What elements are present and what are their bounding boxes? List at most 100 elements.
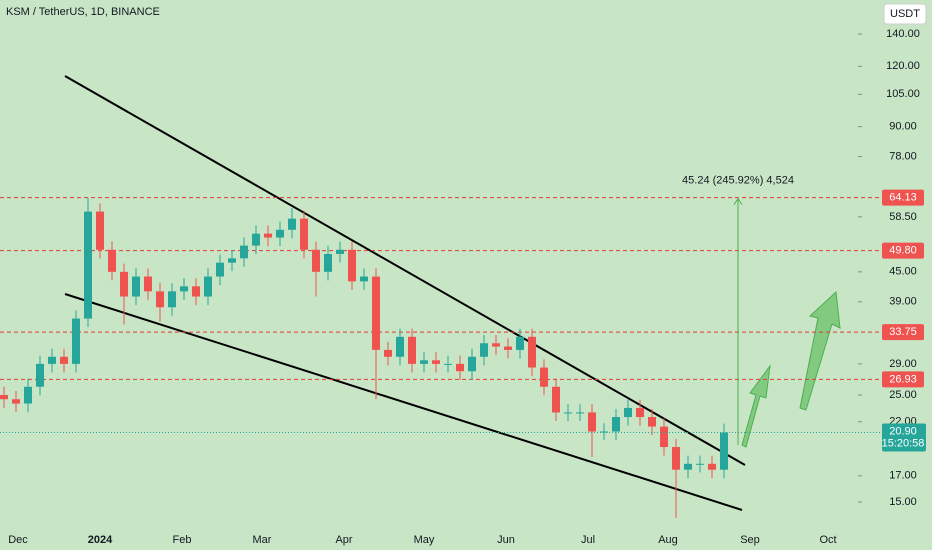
x-tick-label: Jul	[581, 534, 595, 546]
level-tag	[882, 242, 924, 259]
y-tick-label: 90.00	[889, 121, 917, 133]
candle-body	[528, 336, 536, 368]
candle-body	[72, 318, 80, 364]
y-tick-label: 39.00	[889, 296, 917, 308]
candle-body	[36, 363, 44, 387]
last-price-label: 20.90	[889, 425, 917, 437]
candle-body	[204, 276, 212, 297]
candle-body	[660, 426, 668, 448]
candle-body	[228, 258, 236, 263]
y-tick-label: 140.00	[886, 28, 920, 40]
candle-body	[180, 286, 188, 292]
candle-body	[84, 211, 92, 319]
candle-body	[672, 447, 680, 470]
candle-body	[156, 291, 164, 308]
candle-body	[600, 431, 608, 433]
x-tick-label: Jun	[497, 534, 515, 546]
candle-body	[612, 417, 620, 432]
candle-body	[312, 249, 320, 272]
candle-body	[456, 363, 464, 372]
candle-body	[288, 218, 296, 230]
candle-body	[564, 412, 572, 414]
candle-body	[708, 463, 716, 470]
y-tick-label: 120.00	[886, 60, 920, 72]
countdown: 15:20:58	[882, 437, 925, 449]
candle-body	[648, 417, 656, 427]
candle-body	[0, 394, 8, 400]
x-tick-label: May	[414, 534, 435, 546]
candle-body	[336, 249, 344, 254]
candle-body	[468, 356, 476, 372]
candle-body	[300, 218, 308, 250]
candle-body	[408, 336, 416, 364]
y-tick-label: 15.00	[889, 496, 917, 508]
x-tick-label: Sep	[740, 534, 760, 546]
candle-body	[396, 336, 404, 357]
candle-body	[552, 386, 560, 413]
measure-arrowhead	[733, 197, 743, 205]
candle-body	[324, 253, 332, 272]
candle-body	[132, 276, 140, 297]
candle-body	[696, 463, 704, 465]
candle-body	[504, 346, 512, 350]
candle-body	[252, 233, 260, 246]
x-tick-label: Mar	[253, 534, 272, 546]
candle-body	[372, 276, 380, 350]
x-tick-label: Apr	[335, 534, 352, 546]
candle-body	[480, 343, 488, 357]
measure-label: 45.24 (245.92%) 4,524	[682, 175, 794, 187]
arrow-up	[799, 290, 841, 411]
candle-body	[108, 249, 116, 272]
candle-body	[540, 367, 548, 387]
candle-body	[144, 276, 152, 292]
currency-button[interactable]	[883, 3, 927, 25]
candle-body	[444, 363, 452, 365]
candle-body	[516, 336, 524, 350]
candle-body	[576, 412, 584, 414]
candle-body	[48, 356, 56, 364]
y-tick-label: 25.00	[889, 389, 917, 401]
candle-body	[420, 360, 428, 364]
chart-title: KSM / TetherUS, 1D, BINANCE	[6, 6, 160, 18]
candle-body	[24, 386, 32, 404]
x-tick-label: Feb	[173, 534, 192, 546]
candle-body	[720, 432, 728, 470]
candle-body	[168, 291, 176, 308]
y-tick-label: 78.00	[889, 150, 917, 162]
candle-body	[684, 463, 692, 470]
x-tick-label: Dec	[8, 534, 28, 546]
candle-body	[432, 360, 440, 364]
y-tick-label: 105.00	[886, 88, 920, 100]
y-tick-label: 29.00	[889, 358, 917, 370]
candle-body	[624, 407, 632, 418]
candle-body	[192, 286, 200, 297]
currency-label[interactable]: USDT	[890, 8, 920, 20]
candle-body	[360, 276, 368, 282]
candle-body	[348, 249, 356, 282]
y-tick-label: 45.00	[889, 266, 917, 278]
y-tick-label: 58.50	[889, 211, 917, 223]
level-tag	[882, 189, 924, 206]
x-tick-label: Oct	[819, 534, 836, 546]
level-label: 26.93	[889, 373, 917, 385]
level-label: 49.80	[889, 245, 917, 257]
candle-body	[216, 262, 224, 277]
candle-body	[60, 356, 68, 364]
level-tag	[882, 324, 924, 341]
x-tick-label: 2024	[88, 534, 113, 546]
x-tick-label: Aug	[658, 534, 678, 546]
candle-body	[120, 271, 128, 297]
candle-body	[384, 349, 392, 357]
candle-body	[492, 343, 500, 347]
level-label: 64.13	[889, 192, 917, 204]
upper-trendline	[64, 75, 746, 466]
lower-trendline	[64, 293, 743, 511]
candle-body	[636, 407, 644, 418]
candle-body	[240, 245, 248, 259]
candle-body	[588, 412, 596, 432]
candle-body	[276, 229, 284, 238]
level-tag	[882, 371, 924, 388]
y-tick-label: 17.00	[889, 470, 917, 482]
